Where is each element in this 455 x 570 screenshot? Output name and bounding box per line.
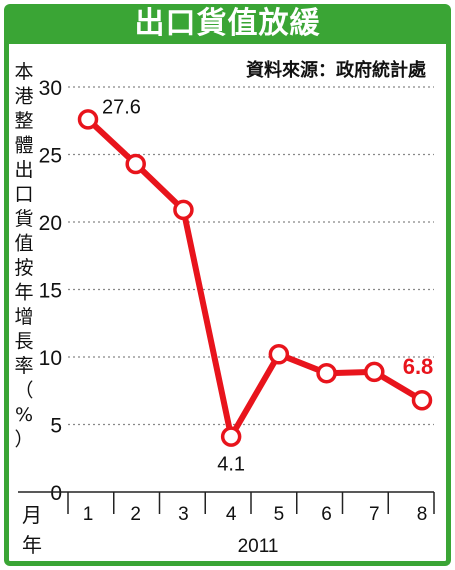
- y-tick-label: 0: [50, 482, 62, 505]
- y-tick-label: 10: [39, 347, 62, 370]
- y-axis-label-char: ）: [14, 429, 33, 451]
- y-axis-label-char: 出: [14, 159, 33, 181]
- data-label: 27.6: [102, 96, 141, 118]
- y-axis-label-char: 長: [14, 331, 33, 353]
- x-tick-label: 7: [369, 504, 380, 525]
- y-tick-label: 15: [39, 280, 62, 303]
- x-tick-label: 4: [226, 504, 237, 525]
- y-axis-label-char: 港: [14, 86, 33, 108]
- data-point: [364, 361, 385, 383]
- data-point: [173, 199, 194, 221]
- data-point: [125, 153, 146, 175]
- y-tick-label: 25: [39, 145, 62, 168]
- data-point: [220, 426, 242, 447]
- source-label: 資料來源：政府統計處: [246, 59, 426, 81]
- y-tick-label: 20: [39, 212, 62, 235]
- y-axis-label-char: 增: [14, 306, 33, 328]
- title-bar: 出口貨值放緩: [4, 4, 451, 44]
- y-axis-label-char: 年: [14, 282, 33, 304]
- data-label: 4.1: [217, 454, 245, 476]
- data-point: [268, 344, 290, 365]
- data-point: [77, 109, 99, 130]
- x-axis-month-label: 月: [22, 503, 42, 527]
- data-label: 6.8: [403, 354, 434, 379]
- y-axis-label-char: 本: [14, 61, 33, 83]
- x-tick-label: 8: [417, 504, 428, 525]
- y-tick-label: 30: [39, 77, 62, 100]
- y-axis-label-char: （: [14, 380, 33, 402]
- data-point: [411, 389, 433, 411]
- x-tick-label: 2: [130, 504, 141, 525]
- x-tick-label: 6: [321, 504, 332, 525]
- y-axis-label-char: %: [15, 404, 33, 426]
- y-axis-label-char: 按: [14, 257, 33, 279]
- x-axis-year-label: 年: [22, 533, 42, 557]
- y-axis-label-char: 貨: [14, 208, 33, 230]
- data-point: [316, 362, 337, 384]
- y-axis-label-char: 體: [14, 135, 33, 157]
- y-axis-label: 本港整體出口貨值按年增長率 （% ）: [14, 61, 33, 451]
- y-axis-label-char: 率: [14, 355, 33, 377]
- y-axis-label-char: 值: [14, 233, 33, 255]
- chart-border: [4, 44, 451, 566]
- chart-title: 出口貨值放緩: [134, 6, 321, 41]
- x-tick-label: 3: [178, 504, 189, 525]
- x-tick-label: 5: [274, 504, 285, 525]
- y-axis-label-char: 口: [14, 184, 33, 206]
- y-axis-label-char: 整: [14, 110, 33, 132]
- x-axis-year-value: 2011: [238, 536, 279, 557]
- x-tick-label: 1: [83, 504, 94, 525]
- y-tick-label: 5: [50, 415, 62, 438]
